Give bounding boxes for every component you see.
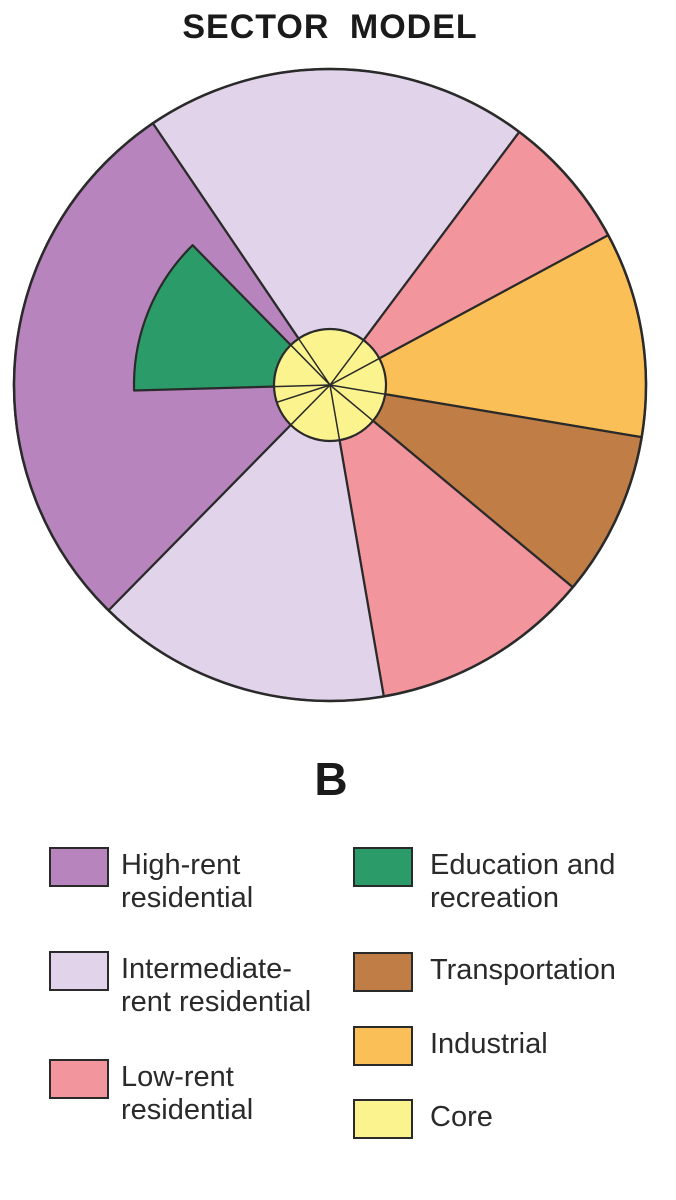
- core-division-line: [329, 384, 374, 422]
- legend-label-line: Low-rent: [121, 1061, 234, 1093]
- legend-swatch-transportation: [353, 952, 413, 992]
- legend-label-industrial: Industrial: [430, 1028, 548, 1061]
- legend-label-line: residential: [121, 882, 254, 914]
- legend-swatch-core: [353, 1099, 413, 1139]
- legend-label-intermediate-rent: Intermediate- rent residential: [121, 953, 311, 1019]
- legend-label-high-rent: High-rent residential: [121, 849, 253, 915]
- legend-label-line: residential: [121, 1094, 254, 1126]
- legend-label-core: Core: [430, 1101, 493, 1134]
- legend-label-line: High-rent: [121, 849, 241, 881]
- core-division-line: [329, 384, 386, 395]
- legend-swatch-education: [353, 847, 413, 887]
- diagram-title: SECTOR MODEL: [182, 8, 478, 46]
- legend-swatch-industrial: [353, 1026, 413, 1066]
- legend-swatch-intermediate-rent: [49, 951, 109, 991]
- core-division-line: [274, 384, 331, 388]
- core-division-line: [329, 357, 380, 386]
- core-division-line: [290, 384, 331, 426]
- legend-label-line: recreation: [430, 882, 559, 914]
- diagram-outer-boundary: [12, 67, 648, 703]
- legend-label-line: Industrial: [430, 1028, 548, 1060]
- legend-label-transportation: Transportation: [430, 954, 616, 987]
- legend-label-education: Education and recreation: [430, 849, 615, 915]
- legend-label-line: rent residential: [121, 986, 312, 1018]
- legend-label-low-rent: Low-rent residential: [121, 1061, 253, 1127]
- legend-swatch-high-rent: [49, 847, 109, 887]
- core-division-line: [297, 338, 331, 386]
- legend-label-line: Education and: [430, 849, 616, 881]
- legend-label-line: Intermediate-: [121, 953, 292, 985]
- figure-letter: B: [314, 753, 348, 805]
- core-division-line: [329, 384, 341, 441]
- legend-swatch-low-rent: [49, 1059, 109, 1099]
- legend-label-line: Transportation: [430, 954, 616, 986]
- core-division-line: [290, 344, 331, 386]
- sector-model-diagram: [12, 67, 648, 703]
- sector-education-recreation: [132, 244, 332, 392]
- core-division-line: [329, 339, 365, 386]
- legend-label-line: Core: [430, 1101, 493, 1133]
- core-division-line: [276, 384, 331, 404]
